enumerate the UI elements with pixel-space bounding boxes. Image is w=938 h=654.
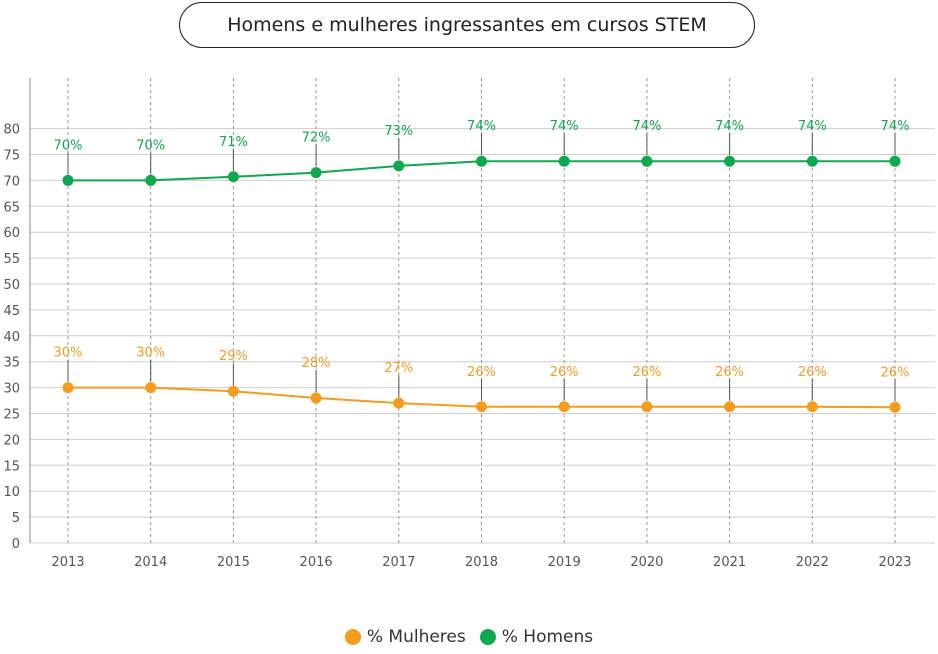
legend-marker-homens: [479, 629, 496, 645]
x-tick-label: 2017: [382, 555, 415, 570]
data-label-mulheres: 26%: [798, 365, 827, 380]
data-label-homens: 72%: [302, 131, 331, 146]
data-label-homens: 71%: [219, 135, 248, 150]
data-label-mulheres: 27%: [384, 361, 413, 376]
x-tick-label: 2023: [878, 555, 911, 570]
data-point-homens: [393, 160, 405, 172]
x-tick-label: 2020: [630, 555, 663, 570]
data-point-mulheres: [724, 401, 736, 413]
data-label-homens: 70%: [136, 138, 165, 153]
legend-label-homens: % Homens: [501, 627, 594, 647]
x-tick-label: 2015: [217, 555, 250, 570]
x-tick-label: 2021: [713, 555, 746, 570]
line-chart: 0 5 10 15 20 25 30 35 40 45 50 55 60 65 70 75 80 2013 2014…: [3, 78, 935, 570]
data-label-mulheres: 28%: [302, 356, 331, 371]
data-point-homens: [62, 174, 74, 186]
data-label-homens: 73%: [384, 124, 413, 139]
data-label-homens: 74%: [798, 119, 827, 134]
data-point-homens: [889, 155, 901, 167]
legend-item-mulheres[interactable]: % Mulheres: [344, 627, 466, 647]
data-point-mulheres: [806, 401, 818, 413]
legend-item-homens[interactable]: % Homens: [479, 627, 594, 647]
data-point-mulheres: [310, 392, 322, 404]
x-tick-label: 2016: [300, 555, 333, 570]
data-point-homens: [806, 155, 818, 167]
data-label-mulheres: 30%: [54, 346, 83, 361]
data-point-mulheres: [641, 401, 653, 413]
y-tick-label: 5: [12, 511, 20, 526]
x-tick-label: 2018: [465, 555, 498, 570]
data-label-homens: 74%: [632, 119, 661, 134]
data-label-mulheres: 29%: [219, 349, 248, 364]
y-tick-label: 75: [3, 149, 20, 164]
y-tick-label: 45: [3, 304, 20, 319]
y-tick-label: 80: [3, 123, 20, 138]
data-point-mulheres: [145, 382, 157, 394]
chart-title: Homens e mulheres ingressantes em cursos…: [179, 2, 755, 48]
legend-marker-mulheres: [344, 629, 361, 645]
data-label-homens: 74%: [467, 119, 496, 134]
legend-label-mulheres: % Mulheres: [366, 627, 466, 647]
data-point-mulheres: [227, 385, 239, 397]
x-tick-label: 2019: [548, 555, 581, 570]
y-tick-label: 55: [3, 252, 20, 267]
y-tick-label: 0: [12, 537, 20, 552]
y-tick-label: 25: [3, 408, 20, 423]
y-tick-label: 50: [3, 278, 20, 293]
data-label-mulheres: 26%: [632, 365, 661, 380]
data-label-homens: 74%: [715, 119, 744, 134]
legend: % Mulheres % Homens: [0, 627, 938, 647]
data-point-homens: [558, 155, 570, 167]
data-point-mulheres: [476, 401, 487, 413]
data-label-mulheres: 26%: [881, 365, 910, 380]
data-point-homens: [310, 167, 322, 179]
data-point-mulheres: [62, 382, 74, 394]
data-point-mulheres: [889, 401, 901, 413]
data-label-mulheres: 30%: [136, 346, 165, 361]
data-point-homens: [145, 174, 157, 186]
y-tick-label: 15: [3, 459, 20, 474]
data-label-homens: 74%: [881, 119, 910, 134]
y-tick-label: 65: [3, 200, 20, 215]
y-tick-label: 70: [3, 174, 20, 189]
data-point-mulheres: [558, 401, 570, 413]
y-tick-label: 35: [3, 356, 20, 371]
y-tick-label: 60: [3, 226, 20, 241]
data-point-homens: [724, 155, 736, 167]
data-label-mulheres: 26%: [467, 365, 496, 380]
data-point-mulheres: [393, 397, 405, 409]
x-tick-label: 2022: [796, 555, 829, 570]
data-point-homens: [476, 155, 487, 167]
data-label-homens: 74%: [550, 119, 579, 134]
data-point-homens: [641, 155, 653, 167]
x-tick-label: 2013: [51, 555, 84, 570]
x-tick-label: 2014: [134, 555, 167, 570]
y-tick-label: 40: [3, 330, 20, 345]
data-point-homens: [227, 171, 239, 183]
data-label-mulheres: 26%: [715, 365, 744, 380]
y-tick-label: 30: [3, 382, 20, 397]
data-label-mulheres: 26%: [550, 365, 579, 380]
y-tick-label: 10: [3, 485, 20, 500]
y-tick-label: 20: [3, 433, 20, 448]
data-label-homens: 70%: [54, 138, 83, 153]
